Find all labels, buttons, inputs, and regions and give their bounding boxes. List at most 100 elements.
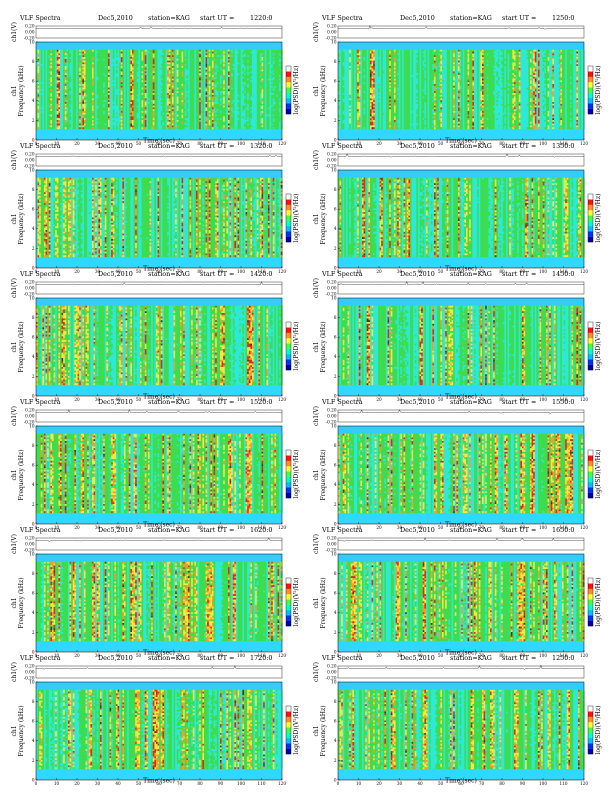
y-tick-label: 8: [334, 315, 337, 320]
colorbar-segment: [588, 103, 593, 109]
ch1-ylabel: ch1(V): [313, 150, 320, 170]
y-tick-label: 6: [334, 719, 337, 724]
y-tick-label: 6: [32, 335, 35, 340]
y-tick-label: 10: [29, 39, 35, 44]
ch1-tick-label: 0.00: [25, 29, 35, 34]
colorbar-segment: [588, 487, 593, 493]
colorbar-segment: [286, 338, 291, 344]
ch1-tick-label: 0.20: [327, 151, 337, 156]
spectrogram-panel: VLF Spectra Dec5,2010 station=KAG start UT …: [8, 526, 308, 654]
colorbar-segment: [286, 215, 291, 221]
freq-ylabel-channel: ch1: [313, 85, 320, 96]
ch1-tick-label: 0.20: [25, 151, 35, 156]
y-tick-label: 6: [32, 591, 35, 596]
ch1-ylabel: ch1(V): [313, 278, 320, 298]
colorbar-label: log(PSD)(V²/Hz): [595, 706, 602, 755]
x-axis-label: Time (sec): [445, 778, 477, 785]
y-tick-label: 8: [334, 699, 337, 704]
colorbar-segment: [588, 98, 593, 104]
x-tick-label: 100: [237, 781, 245, 786]
freq-ylabel: Frequency (kHz): [18, 321, 25, 372]
x-tick-label: 20: [376, 781, 382, 786]
colorbar-segment: [588, 589, 593, 595]
colorbar-segment: [286, 349, 291, 355]
y-tick-label: 2: [32, 630, 35, 635]
colorbar-segment: [286, 493, 291, 499]
colorbar-segment: [588, 605, 593, 611]
y-tick-label: 6: [32, 719, 35, 724]
x-tick-label: 90: [218, 781, 224, 786]
colorbar-segment: [286, 210, 291, 216]
y-tick-label: 4: [32, 610, 35, 615]
colorbar-segment: [286, 466, 291, 472]
colorbar-segment: [286, 109, 291, 115]
spectrogram-panel: VLF Spectra Dec5,2010 station=KAG start UT …: [8, 14, 308, 142]
y-tick-label: 10: [331, 167, 337, 172]
ch1-tick-label: 0.20: [25, 407, 35, 412]
freq-ylabel-channel: ch1: [11, 341, 18, 352]
ch1-tick-label: 0.20: [25, 535, 35, 540]
ch1-strip-frame: [36, 666, 282, 678]
colorbar-segment: [588, 210, 593, 216]
x-tick-label: 70: [479, 781, 485, 786]
colorbar-segment: [588, 621, 593, 627]
colorbar-segment: [286, 471, 291, 477]
ch1-ylabel: ch1(V): [11, 534, 18, 554]
freq-ylabel: Frequency (kHz): [320, 705, 327, 756]
colorbar-label: log(PSD)(V²/Hz): [595, 578, 602, 627]
y-tick-label: 6: [32, 79, 35, 84]
colorbar-segment: [286, 231, 291, 237]
colorbar-segment: [588, 455, 593, 461]
x-tick-label: 0: [337, 781, 340, 786]
high-freq-band: [338, 42, 584, 50]
y-tick-label: 4: [334, 610, 337, 615]
ch1-tick-label: 0.20: [327, 23, 337, 28]
colorbar-segment: [588, 226, 593, 232]
ch1-tick-label: 0.00: [327, 541, 337, 546]
y-tick-label: 8: [32, 699, 35, 704]
y-tick-label: 2: [32, 374, 35, 379]
spectrogram-cells: [36, 178, 283, 257]
y-tick-label: 8: [32, 187, 35, 192]
x-tick-label: 80: [499, 781, 505, 786]
colorbar-segment: [588, 365, 593, 371]
x-tick-label: 90: [520, 781, 526, 786]
colorbar-segment: [588, 71, 593, 77]
x-tick-label: 50: [136, 781, 142, 786]
y-tick-label: 10: [331, 551, 337, 556]
high-freq-band: [338, 170, 584, 178]
y-tick-label: 10: [29, 423, 35, 428]
y-tick-label: 4: [32, 354, 35, 359]
y-tick-label: 4: [32, 482, 35, 487]
colorbar-segment: [286, 461, 291, 467]
x-tick-label: 30: [397, 781, 403, 786]
y-tick-label: 10: [331, 679, 337, 684]
ch1-tick-label: 0.00: [25, 157, 35, 162]
colorbar-label: log(PSD)(V²/Hz): [595, 66, 602, 115]
colorbar-segment: [588, 733, 593, 739]
colorbar-segment: [588, 322, 593, 328]
x-tick-label: 40: [417, 781, 423, 786]
y-tick-label: 6: [334, 463, 337, 468]
spectrogram-panel: VLF Spectra Dec5,2010 station=KAG start UT …: [310, 142, 610, 270]
y-tick-label: 10: [331, 39, 337, 44]
ch1-ylabel: ch1(V): [11, 22, 18, 42]
colorbar-segment: [588, 215, 593, 221]
y-tick-label: 8: [32, 443, 35, 448]
colorbar-segment: [286, 71, 291, 77]
ch1-ylabel: ch1(V): [313, 22, 320, 42]
colorbar-label: log(PSD)(V²/Hz): [293, 578, 300, 627]
y-tick-label: 6: [334, 207, 337, 212]
colorbar-segment: [588, 471, 593, 477]
y-tick-label: 4: [334, 738, 337, 743]
colorbar-segment: [588, 109, 593, 115]
colorbar-segment: [588, 466, 593, 472]
colorbar-segment: [286, 749, 291, 755]
x-tick-label: 110: [560, 781, 568, 786]
colorbar-segment: [286, 599, 291, 605]
colorbar-label: log(PSD)(V²/Hz): [293, 322, 300, 371]
colorbar-segment: [286, 87, 291, 93]
high-freq-band: [36, 42, 282, 50]
